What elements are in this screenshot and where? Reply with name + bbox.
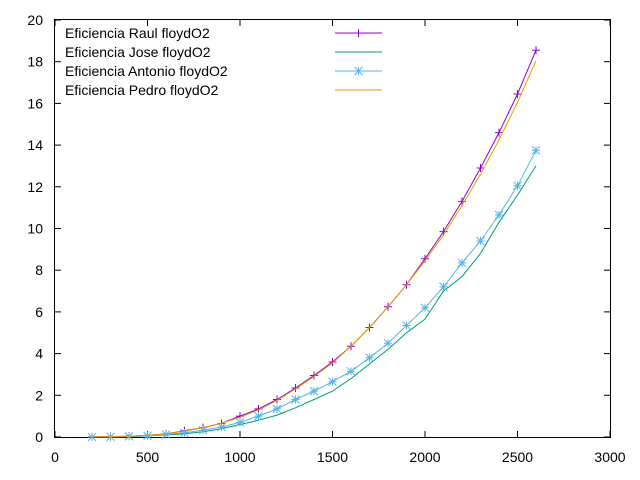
series-line: [91, 60, 537, 438]
data-point-star: [198, 425, 208, 435]
legend: Eficiencia Raul floydO2 Eficiencia Jose f…: [65, 25, 382, 98]
y-tick-label: 12: [27, 179, 43, 195]
data-point-star: [439, 282, 448, 292]
data-point-star: [513, 181, 522, 191]
y-tick-label: 14: [27, 137, 43, 153]
x-tick-label: 0: [51, 449, 59, 465]
data-point-star: [346, 366, 356, 376]
axis-ticks: 0 500 1000 1500 2000 2500 3000 0 2 4 6 8 10 12 14 16 18 2…: [27, 12, 625, 465]
x-tick-label: 2500: [502, 449, 533, 465]
data-point-plus: [354, 29, 363, 37]
data-point-star: [87, 432, 97, 442]
legend-label: Eficiencia Pedro floydO2: [65, 82, 219, 98]
plot-frame: [54, 19, 611, 438]
data-point-star: [180, 428, 189, 438]
series-2: [92, 165, 537, 438]
series-1: [88, 46, 540, 441]
series-line: [92, 165, 537, 438]
x-tick-label: 2000: [409, 449, 440, 465]
series-layer: [87, 46, 541, 442]
data-point-star: [354, 66, 363, 76]
legend-label: Eficiencia Antonio floydO2: [65, 63, 228, 79]
data-point-star: [291, 395, 300, 404]
data-point-star: [383, 338, 393, 348]
data-point-plus: [291, 384, 300, 393]
data-point-plus: [273, 395, 281, 404]
data-point-star: [235, 418, 245, 427]
data-point-plus: [328, 357, 337, 366]
y-tick-label: 18: [27, 54, 43, 70]
data-point-star: [272, 404, 282, 414]
legend-item: Eficiencia Antonio floydO2: [65, 63, 382, 79]
data-point-star: [420, 303, 430, 313]
legend-item: Eficiencia Pedro floydO2: [65, 82, 382, 98]
y-tick-label: 16: [27, 95, 43, 111]
x-tick-label: 500: [136, 449, 160, 465]
legend-label: Eficiencia Jose floydO2: [65, 44, 211, 60]
series-3: [87, 145, 541, 442]
data-point-star: [402, 321, 411, 330]
data-point-plus: [513, 90, 522, 99]
x-tick-label: 3000: [594, 449, 625, 465]
legend-item: Eficiencia Raul floydO2: [65, 25, 382, 41]
data-point-star: [531, 145, 541, 155]
y-tick-label: 8: [35, 262, 43, 278]
data-point-star: [457, 258, 467, 268]
data-point-star: [328, 377, 337, 387]
y-tick-label: 10: [27, 221, 43, 237]
data-point-star: [365, 353, 374, 363]
data-point-star: [161, 430, 171, 439]
data-point-star: [494, 210, 504, 220]
data-point-star: [309, 386, 319, 396]
y-tick-label: 20: [27, 12, 43, 28]
data-point-plus: [495, 128, 503, 137]
data-point-plus: [532, 46, 540, 55]
y-tick-label: 2: [35, 387, 43, 403]
data-point-star: [217, 422, 226, 432]
y-tick-label: 4: [35, 346, 43, 362]
data-point-star: [254, 411, 263, 421]
data-point-plus: [476, 164, 485, 173]
data-point-star: [476, 236, 485, 246]
data-point-plus: [310, 371, 318, 380]
legend-label: Eficiencia Raul floydO2: [65, 25, 210, 41]
x-tick-label: 1500: [317, 449, 348, 465]
series-4: [91, 60, 537, 438]
y-tick-label: 0: [35, 429, 43, 445]
x-tick-label: 1000: [224, 449, 255, 465]
legend-item: Eficiencia Jose floydO2: [65, 44, 382, 60]
y-tick-label: 6: [35, 304, 43, 320]
